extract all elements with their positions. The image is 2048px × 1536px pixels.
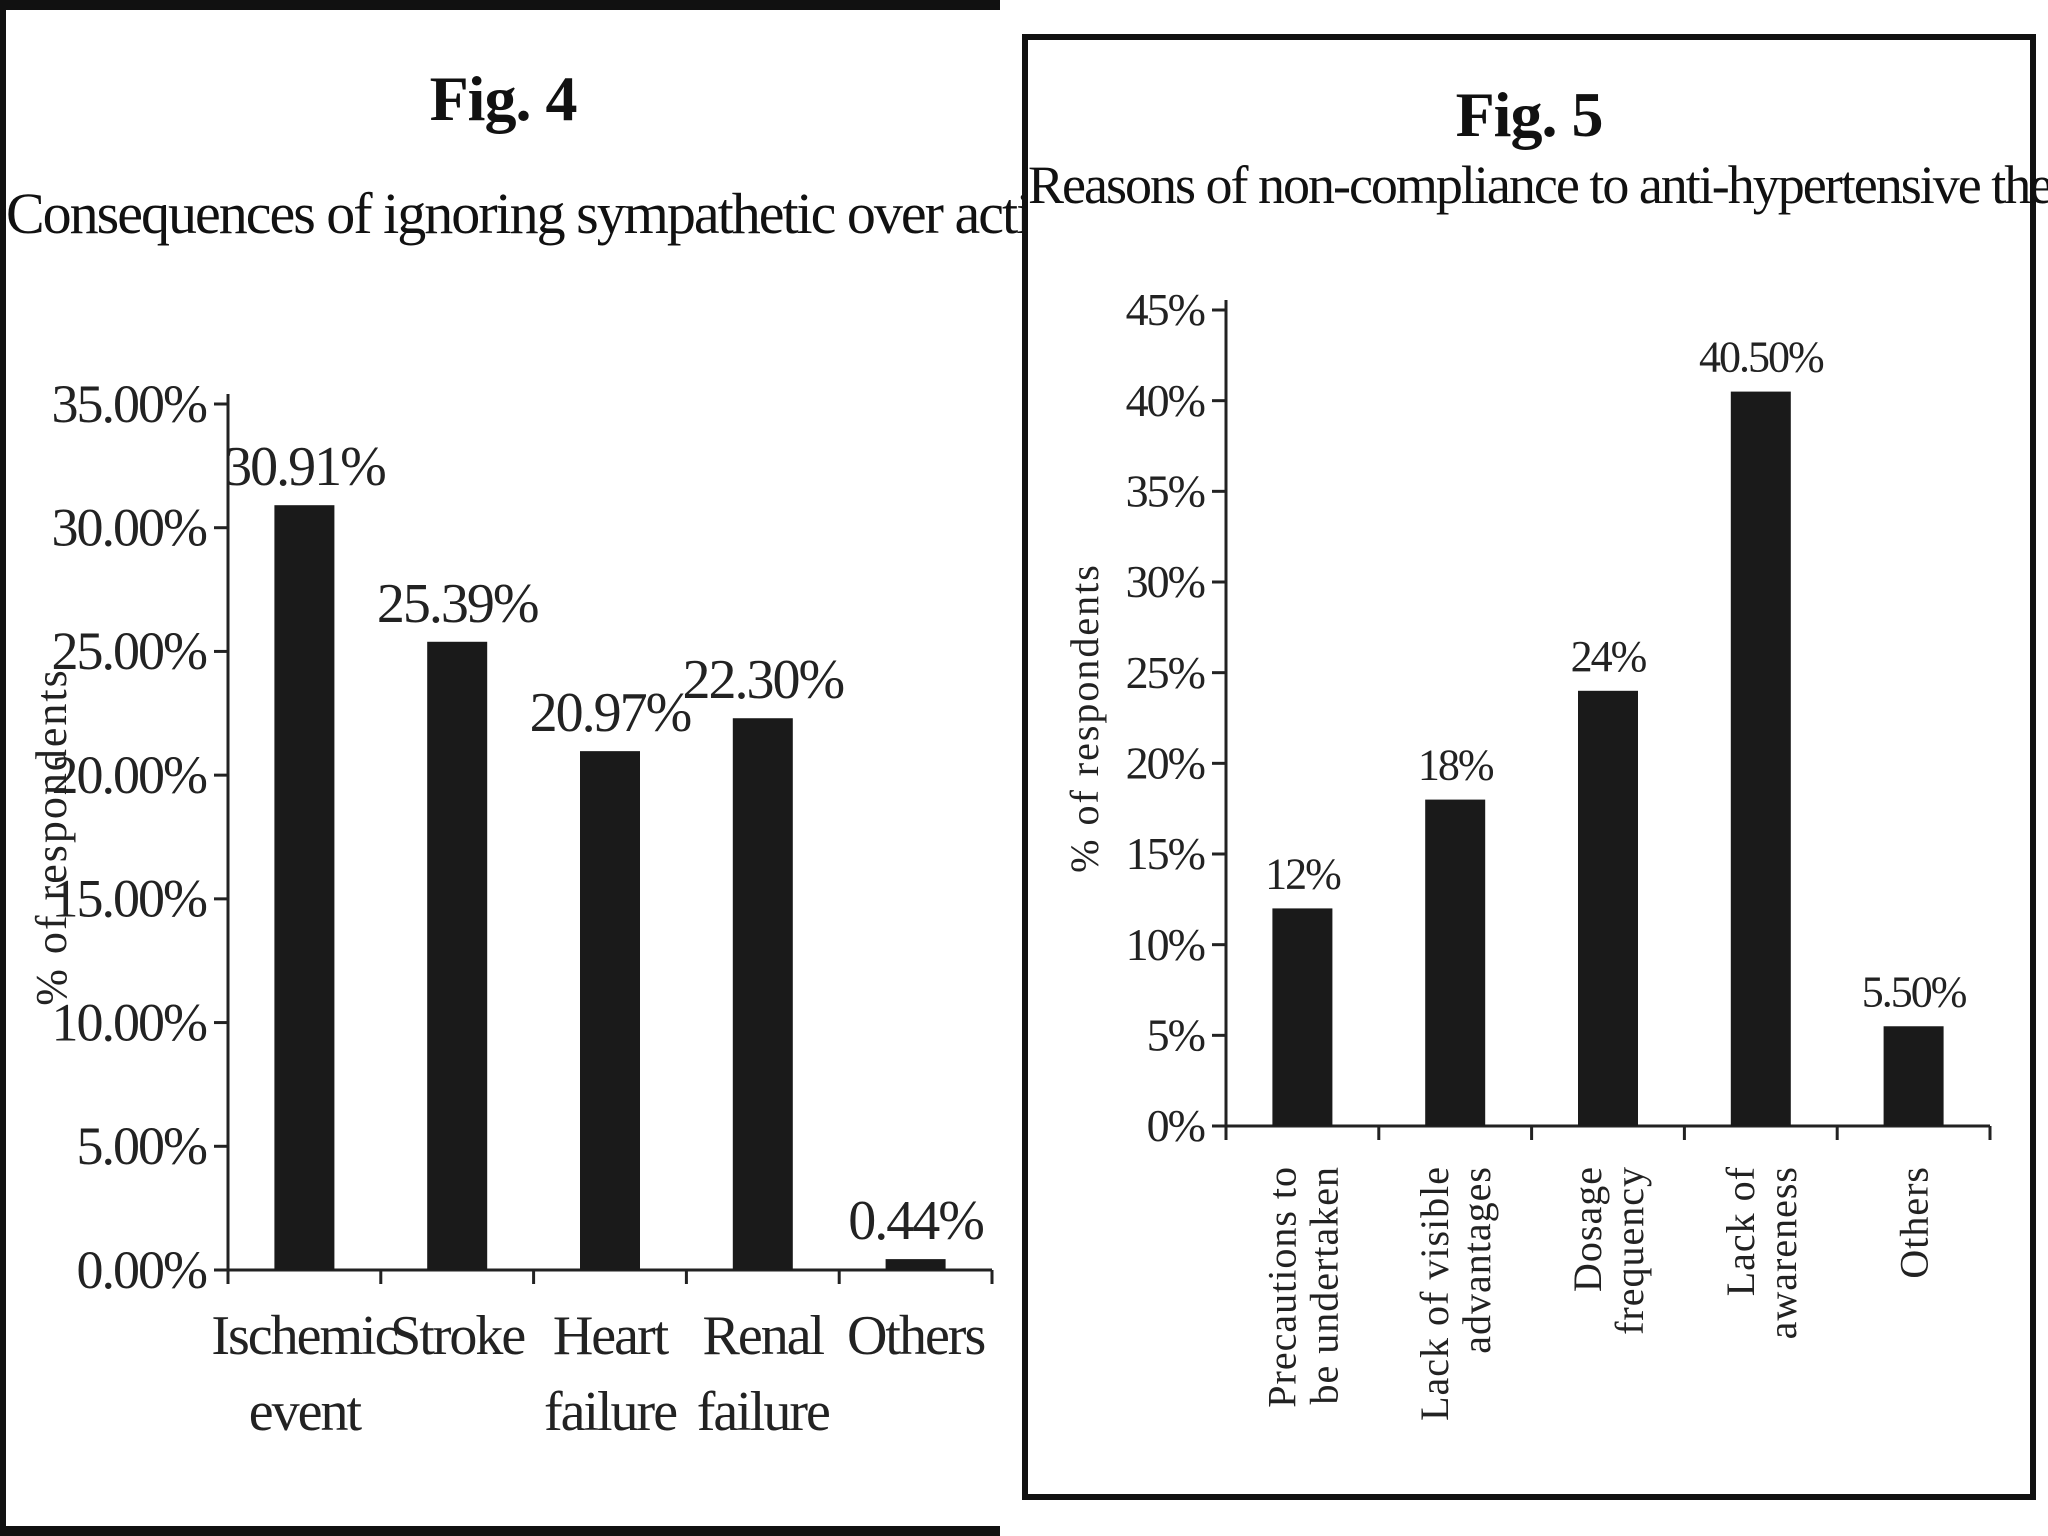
data-label: 12% <box>1265 849 1341 898</box>
bar <box>1730 391 1791 1127</box>
data-label: 18% <box>1418 741 1494 790</box>
x-tick-label: Stroke <box>390 1305 524 1367</box>
bar <box>274 505 335 1270</box>
x-tick-label: Others <box>1892 1166 1937 1279</box>
y-tick-label: 20% <box>1126 738 1205 789</box>
data-label: 22.30% <box>682 649 843 711</box>
figure-4-label: Fig. 4 <box>429 63 578 134</box>
x-tick-label: Dosage <box>1565 1166 1610 1292</box>
bar <box>1883 1026 1944 1126</box>
data-label: 25.39% <box>377 573 538 635</box>
y-tick-label: 15.00% <box>52 869 208 929</box>
figure-4-chart: 0.00% 5.00% 10.00% 15.00% 20.00% 25.00% 30.00%… <box>27 374 994 1443</box>
data-label: 20.97% <box>530 682 691 744</box>
y-tick-label: 5% <box>1147 1010 1205 1061</box>
x-tick-label: Heart <box>553 1305 670 1367</box>
y-tick-label: 35% <box>1126 466 1205 517</box>
y-tick-label: 30.00% <box>52 498 208 558</box>
x-tick-label: Ischemic <box>211 1305 398 1367</box>
bar <box>427 641 488 1270</box>
y-tick-label: 10% <box>1126 919 1205 970</box>
figure-4-title: Consequences of ignoring sympathetic ove… <box>6 181 1114 246</box>
y-tick-label: 15% <box>1126 828 1205 879</box>
y-tick-label: 25% <box>1126 647 1205 698</box>
figure-4-panel: Fig. 4 Consequences of ignoring sympathe… <box>0 0 1114 1536</box>
y-tick-label: 0.00% <box>77 1240 208 1300</box>
data-label: 40.50% <box>1699 333 1824 382</box>
figure-5-chart: 0% 5% 10% 15% 20% 25% 30% 35% 40% 45% % of respond… <box>1062 284 1992 1421</box>
y-tick-label: 35.00% <box>52 374 208 434</box>
x-tick-label: Precautions to <box>1259 1166 1304 1408</box>
y-tick-label: 0% <box>1147 1100 1205 1151</box>
x-category-label: Others <box>1892 1166 1937 1279</box>
data-label: 30.91% <box>224 436 385 498</box>
x-tick-label: awareness <box>1760 1166 1805 1339</box>
bar <box>580 751 640 1270</box>
x-tick-label: Renal <box>702 1305 824 1367</box>
data-label: 5.50% <box>1862 967 1967 1016</box>
y-axis-title: % of respondents <box>27 668 76 1006</box>
x-tick-label: event <box>249 1381 363 1443</box>
y-tick-label: 5.00% <box>77 1116 208 1176</box>
x-tick-label: Lack of visible <box>1412 1166 1457 1421</box>
y-axis-title: % of respondents <box>1062 563 1107 873</box>
x-tick-label: Others <box>847 1305 985 1367</box>
y-tick-label: 25.00% <box>52 621 208 681</box>
data-label: 24% <box>1571 632 1647 681</box>
bar <box>732 718 793 1270</box>
bar <box>1425 799 1486 1126</box>
bar <box>1578 690 1638 1126</box>
x-tick-label: failure <box>544 1381 676 1443</box>
y-tick-label: 40% <box>1126 375 1205 426</box>
x-tick-label: Lack of <box>1718 1166 1763 1296</box>
y-tick-label: 30% <box>1126 556 1205 607</box>
figure-5-panel: Fig. 5 Reasons of non-compliance to anti… <box>1022 34 2048 1500</box>
y-tick-label: 20.00% <box>52 745 208 805</box>
x-tick-label: failure <box>697 1381 829 1443</box>
bar <box>885 1259 946 1270</box>
x-tick-label: be undertaken <box>1301 1166 1346 1404</box>
x-tick-label: frequency <box>1607 1166 1652 1335</box>
bar <box>1272 908 1333 1126</box>
x-tick-label: advantages <box>1454 1166 1499 1354</box>
y-tick-label: 10.00% <box>52 992 208 1052</box>
figure-5-title: Reasons of non-compliance to anti-hypert… <box>1028 155 2048 215</box>
y-tick-label: 45% <box>1126 284 1205 335</box>
figure-5-label: Fig. 5 <box>1455 79 1604 150</box>
data-label: 0.44% <box>848 1190 983 1252</box>
